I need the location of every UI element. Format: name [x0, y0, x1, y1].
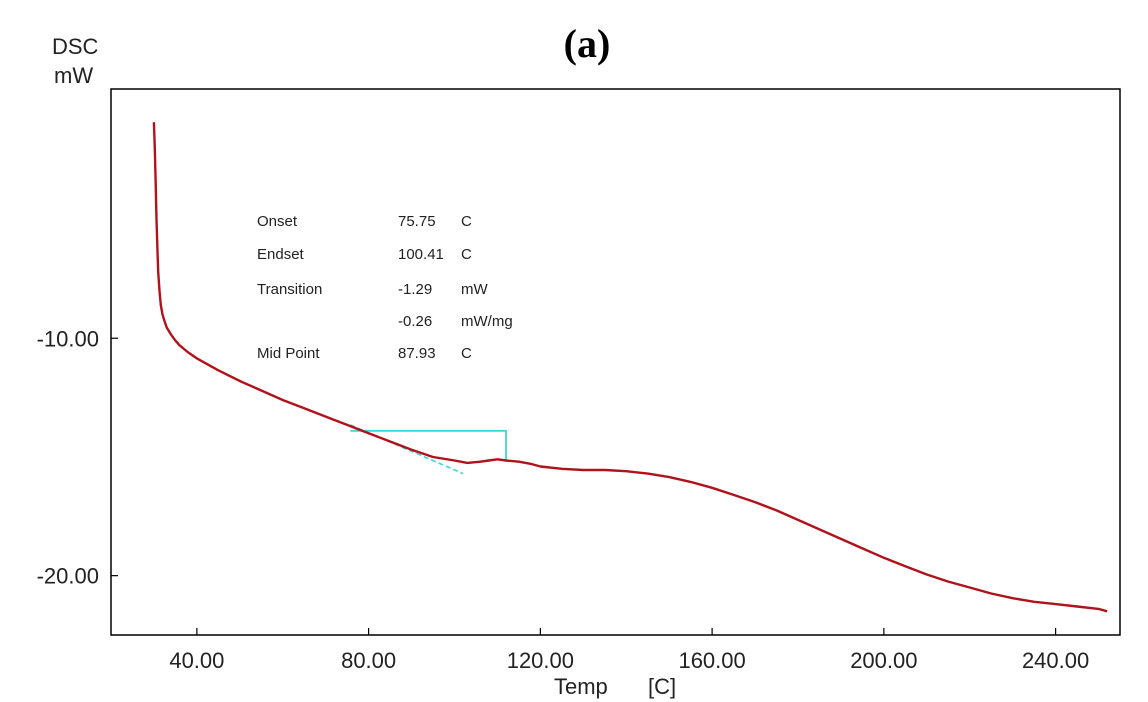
y-tick-label: -20.00: [37, 564, 99, 589]
annotation-unit: mW: [461, 281, 488, 298]
annotation-unit: mW/mg: [461, 313, 513, 330]
annotation-name: Mid Point: [257, 345, 320, 362]
y-axis-label-line1: DSC: [52, 34, 99, 59]
annotation-value: -0.26: [398, 313, 432, 330]
x-tick-label: 40.00: [169, 648, 224, 673]
dsc-curve: [152, 122, 1108, 613]
annotation-name: Onset: [257, 213, 298, 230]
annotation-value: 100.41: [398, 246, 444, 263]
annotation-name: Transition: [257, 281, 322, 298]
x-tick-label: 160.00: [678, 648, 745, 673]
x-tick-label: 80.00: [341, 648, 396, 673]
plot-frame: [110, 88, 1121, 636]
x-axis-label-unit: [C]: [648, 674, 676, 699]
annotation-unit: C: [461, 345, 472, 362]
x-tick-label: 200.00: [850, 648, 917, 673]
x-axis-label-name: Temp: [554, 674, 608, 699]
annotation-value: -1.29: [398, 281, 432, 298]
axis-ticks: 40.00 80.00 120.00 160.00 200.00 240.00 -10.00…: [37, 326, 1090, 673]
annotation-table: Onset 75.75 C Endset 100.41 C Transition -1.29 m…: [257, 213, 513, 362]
y-axis-label-line2: mW: [54, 63, 93, 88]
annotation-unit: C: [461, 213, 472, 230]
y-tick-label: -10.00: [37, 326, 99, 351]
annotation-value: 75.75: [398, 213, 436, 230]
x-tick-label: 240.00: [1022, 648, 1089, 673]
step-bracket: [350, 429, 507, 462]
x-tick-label: 120.00: [507, 648, 574, 673]
annotation-name: Endset: [257, 246, 305, 263]
annotation-value: 87.93: [398, 345, 436, 362]
panel-label: (a): [564, 21, 611, 66]
series-group: [152, 122, 1108, 613]
analysis-marks: [350, 424, 507, 475]
annotation-unit: C: [461, 246, 472, 263]
